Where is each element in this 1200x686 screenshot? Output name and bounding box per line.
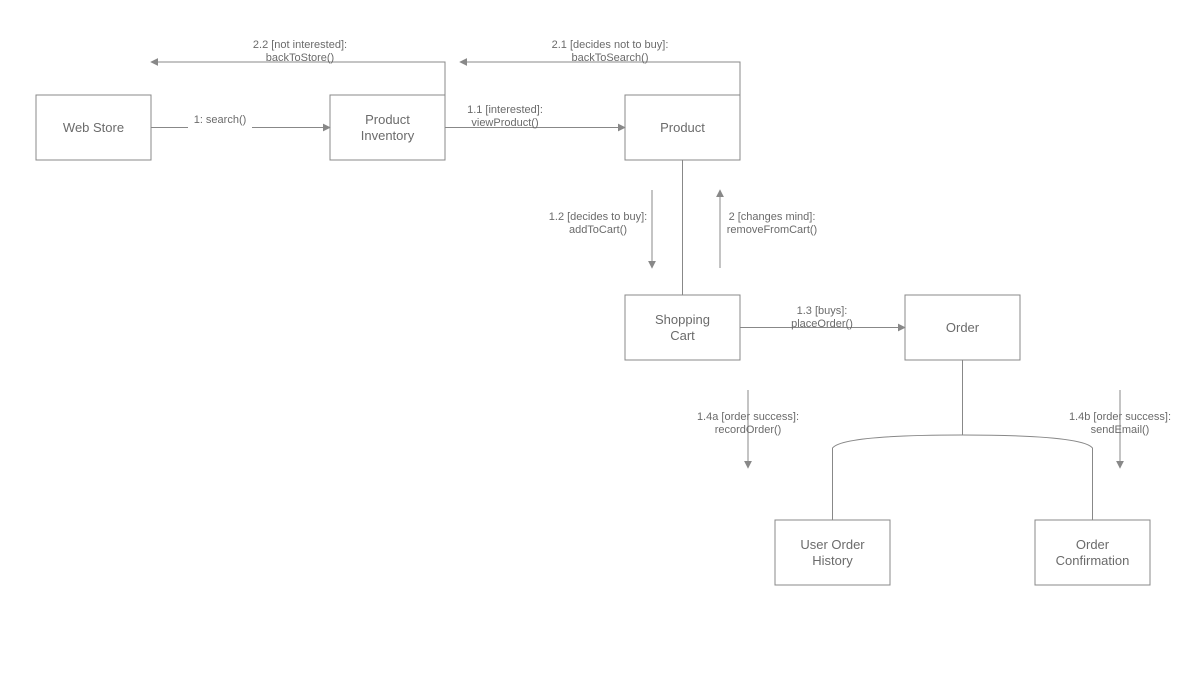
- svg-text:Web Store: Web Store: [63, 120, 124, 135]
- node-order-confirmation: Order Confirmation: [1035, 520, 1150, 585]
- svg-text:User Order: User Order: [800, 537, 865, 552]
- svg-text:Confirmation: Confirmation: [1056, 553, 1130, 568]
- svg-text:1: search(): 1: search(): [194, 114, 247, 126]
- svg-text:Product: Product: [660, 120, 705, 135]
- edge-place-order: 1.3 [buys]: placeOrder(): [740, 305, 905, 330]
- svg-text:Shopping: Shopping: [655, 312, 710, 327]
- svg-text:removeFromCart(): removeFromCart(): [727, 224, 817, 236]
- svg-text:addToCart(): addToCart(): [569, 224, 627, 236]
- svg-text:History: History: [812, 553, 853, 568]
- svg-text:Cart: Cart: [670, 328, 695, 343]
- node-shopping-cart: Shopping Cart: [625, 295, 740, 360]
- svg-text:Order: Order: [1076, 537, 1110, 552]
- svg-text:viewProduct(): viewProduct(): [471, 117, 538, 129]
- edge-add-to-cart: 1.2 [decides to buy]: addToCart(): [549, 160, 683, 295]
- edge-record-order: 1.4a [order success]: recordOrder(): [697, 390, 799, 468]
- svg-text:placeOrder(): placeOrder(): [791, 318, 853, 330]
- svg-text:1.4b [order success]:: 1.4b [order success]:: [1069, 411, 1171, 423]
- svg-text:2 [changes mind]:: 2 [changes mind]:: [729, 211, 816, 223]
- node-product: Product: [625, 95, 740, 160]
- node-user-order-history: User Order History: [775, 520, 890, 585]
- svg-text:2.2 [not interested]:: 2.2 [not interested]:: [253, 39, 347, 51]
- svg-text:1.4a [order success]:: 1.4a [order success]:: [697, 411, 799, 423]
- edge-remove-from-cart: 2 [changes mind]: removeFromCart(): [720, 190, 817, 268]
- svg-text:1.3 [buys]:: 1.3 [buys]:: [797, 305, 848, 317]
- svg-text:1.1 [interested]:: 1.1 [interested]:: [467, 104, 543, 116]
- diagram-canvas: Web Store Product Inventory Product Shop…: [0, 0, 1200, 686]
- node-product-inventory: Product Inventory: [330, 95, 445, 160]
- node-web-store: Web Store: [36, 95, 151, 160]
- svg-text:Product: Product: [365, 112, 410, 127]
- svg-text:Inventory: Inventory: [361, 128, 415, 143]
- edge-order-split: [833, 360, 1093, 520]
- svg-text:backToStore(): backToStore(): [266, 52, 334, 64]
- svg-text:recordOrder(): recordOrder(): [715, 424, 782, 436]
- edge-view-product: 1.1 [interested]: viewProduct(): [445, 104, 625, 129]
- edge-search: 1: search(): [151, 114, 330, 128]
- svg-text:2.1 [decides not to buy]:: 2.1 [decides not to buy]:: [552, 39, 669, 51]
- edge-send-email: 1.4b [order success]: sendEmail(): [1069, 390, 1171, 468]
- svg-text:1.2 [decides to buy]:: 1.2 [decides to buy]:: [549, 211, 647, 223]
- svg-text:Order: Order: [946, 320, 980, 335]
- svg-text:backToSearch(): backToSearch(): [571, 52, 648, 64]
- node-order: Order: [905, 295, 1020, 360]
- svg-text:sendEmail(): sendEmail(): [1091, 424, 1150, 436]
